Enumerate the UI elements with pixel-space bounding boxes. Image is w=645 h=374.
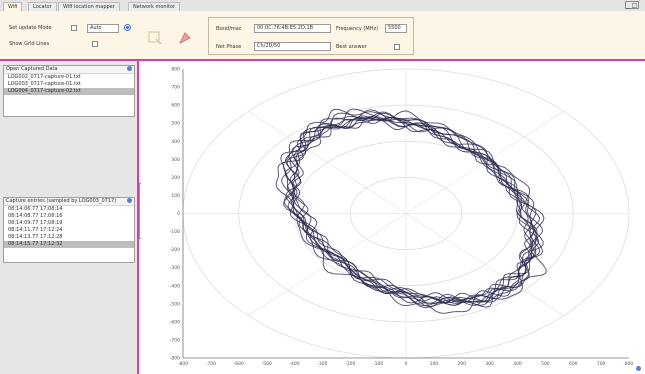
- y-tick-label: -700: [170, 337, 180, 343]
- left-panel: Open Captured Data LOG002_0717-capture-0…: [0, 61, 139, 374]
- y-tick-label: 800: [171, 67, 180, 73]
- polar-spoke: [248, 213, 407, 316]
- auto-update-label: Set update Mode: [9, 25, 52, 31]
- mode-radio[interactable]: [124, 24, 131, 31]
- tab-wifi[interactable]: Wifi: [3, 2, 23, 12]
- x-tick-label: 300: [485, 361, 494, 367]
- entry-list-header: Capture entries (sampled by LOG003_0717): [4, 198, 134, 206]
- x-tick-label: -600: [234, 361, 244, 367]
- y-tick-label: -800: [170, 356, 180, 362]
- x-tick-label: -800: [178, 361, 188, 367]
- plot-scroll-icon[interactable]: [636, 366, 641, 371]
- file-list-item[interactable]: LOG003_0717-capture-01.txt: [8, 81, 81, 87]
- net-phase-field[interactable]: Ch/2D/50: [254, 42, 331, 51]
- file-list-item[interactable]: LOG002_0717-capture-01.txt: [8, 74, 81, 80]
- x-tick-label: 700: [597, 361, 606, 367]
- plot-svg: 800 700 600 500 400 300 200 100 0 -100 -200 -300 -40…: [170, 67, 634, 368]
- x-tick-label: 400: [513, 361, 522, 367]
- file-list-item-selected[interactable]: LOG004_0717-capture-02.txt: [4, 88, 134, 95]
- y-tick-label: -200: [170, 247, 180, 253]
- zoom-tool-icon[interactable]: [147, 30, 163, 46]
- y-tick-label: 0: [177, 211, 180, 217]
- y-tick-label: 700: [171, 85, 180, 91]
- trace-loop: [281, 116, 535, 307]
- y-tick-label: -300: [170, 265, 180, 271]
- x-tick-label: 200: [457, 361, 466, 367]
- trace-loop: [285, 116, 540, 306]
- entry-list-item[interactable]: 08:14:11.77 17:12:24: [8, 227, 63, 233]
- frequency-label: Frequency (MHz): [336, 26, 379, 32]
- x-tick-label: -300: [317, 361, 327, 367]
- y-tick-label: 400: [171, 139, 180, 145]
- marker-tool-icon[interactable]: [177, 30, 193, 46]
- y-tick-label: -500: [170, 301, 180, 307]
- trace-loop: [287, 116, 536, 306]
- best-answer-checkbox[interactable]: [394, 44, 400, 50]
- bssid-label: Bssid/mac: [216, 26, 242, 32]
- y-tick-label: 500: [171, 121, 180, 127]
- polar-plot[interactable]: 800 700 600 500 400 300 200 100 0 -100 -200 -300 -40…: [141, 61, 645, 374]
- file-list-scroll-icon[interactable]: [127, 66, 132, 71]
- info-group: [208, 17, 414, 55]
- x-tick-label: 0: [405, 361, 408, 367]
- entry-list: Capture entries (sampled by LOG003_0717)…: [3, 197, 135, 263]
- trace-loop: [286, 116, 533, 308]
- x-tick-label: -200: [345, 361, 355, 367]
- toolbar: Set update Mode Auto Show Grid Lines Bss…: [0, 11, 645, 61]
- entry-list-item-selected[interactable]: 08:14:15.77 17:12:32: [4, 241, 134, 248]
- y-tick-label: -600: [170, 319, 180, 325]
- x-tick-label: 600: [569, 361, 578, 367]
- y-tick-label: 600: [171, 103, 180, 109]
- x-tick-label: -700: [206, 361, 216, 367]
- y-tick-label: 200: [171, 175, 180, 181]
- entry-list-item[interactable]: 08:14:06.77 17:08:14: [8, 206, 63, 212]
- trace-loop: [284, 115, 537, 304]
- polar-spoke: [248, 111, 407, 214]
- x-tick-label: -500: [262, 361, 272, 367]
- polar-spoke: [405, 213, 564, 316]
- best-answer-label: Best answer: [336, 44, 367, 50]
- show-grid-label: Show Grid Lines: [9, 41, 50, 47]
- show-grid-checkbox[interactable]: [92, 41, 98, 47]
- x-tick-label: 500: [541, 361, 550, 367]
- trace-loop: [275, 108, 547, 314]
- tab-wifi-location-mapper[interactable]: Wifi location mapper: [58, 2, 120, 11]
- entry-list-item[interactable]: 08:14:13.77 17:12:28: [8, 234, 63, 240]
- entry-list-scroll-icon[interactable]: [127, 198, 132, 203]
- net-phase-label: Net Phase: [216, 44, 242, 50]
- x-tick-label: 100: [430, 361, 439, 367]
- mode-select[interactable]: Auto: [87, 24, 119, 33]
- file-list: Open Captured Data LOG002_0717-capture-0…: [3, 65, 135, 117]
- y-tick-label: -400: [170, 283, 180, 289]
- trace-loop: [285, 109, 544, 304]
- x-tick-label: 800: [625, 361, 634, 367]
- y-tick-label: -100: [170, 229, 180, 235]
- auto-update-checkbox[interactable]: [71, 25, 77, 31]
- trace-loop: [283, 116, 538, 306]
- window-minimize-button[interactable]: _ □: [625, 1, 639, 9]
- bssid-field[interactable]: 00:0C:76:4B:E5:2D:1B: [254, 24, 331, 33]
- file-list-header: Open Captured Data: [4, 66, 134, 74]
- y-tick-label: 300: [171, 157, 180, 163]
- entry-list-item[interactable]: 08:14:08.77 17:08:16: [8, 213, 63, 219]
- tab-locator[interactable]: Locator: [28, 2, 57, 11]
- tab-network-monitor[interactable]: Network monitor: [128, 2, 181, 11]
- frequency-field[interactable]: 5500: [385, 24, 407, 33]
- x-tick-label: -400: [289, 361, 299, 367]
- entry-list-item[interactable]: 08:14:09.77 17:08:19: [8, 220, 63, 226]
- y-tick-label: 100: [171, 193, 180, 199]
- x-tick-label: -100: [373, 361, 383, 367]
